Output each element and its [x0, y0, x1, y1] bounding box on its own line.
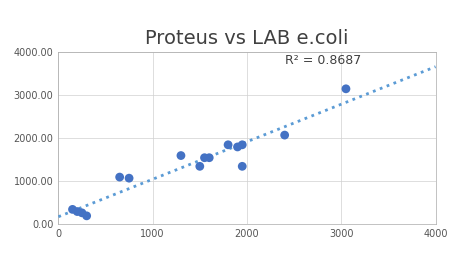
Point	[196, 164, 203, 168]
Text: R² = 0.8687: R² = 0.8687	[285, 54, 361, 67]
Point	[234, 145, 241, 149]
Point	[281, 133, 288, 137]
Point	[83, 214, 90, 218]
Point	[201, 156, 208, 160]
Point	[206, 156, 213, 160]
Point	[69, 207, 76, 211]
Point	[177, 153, 185, 158]
Point	[224, 143, 232, 147]
Point	[74, 209, 81, 213]
Title: Proteus vs LAB e.coli: Proteus vs LAB e.coli	[145, 29, 349, 48]
Point	[116, 175, 123, 179]
Point	[78, 211, 85, 215]
Point	[125, 176, 133, 180]
Point	[342, 87, 349, 91]
Point	[239, 164, 246, 168]
Point	[239, 143, 246, 147]
